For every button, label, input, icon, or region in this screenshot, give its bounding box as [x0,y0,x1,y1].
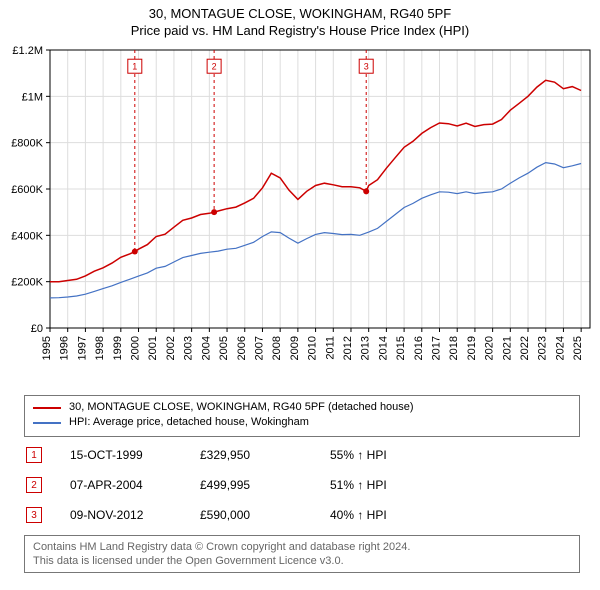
legend-label-2: HPI: Average price, detached house, Woki… [69,415,309,430]
svg-text:2002: 2002 [165,336,177,360]
svg-text:2011: 2011 [324,336,336,360]
svg-text:2009: 2009 [289,336,301,360]
legend-swatch-1 [33,407,61,409]
title-sub: Price paid vs. HM Land Registry's House … [0,23,600,38]
svg-text:2008: 2008 [271,336,283,360]
svg-text:2010: 2010 [307,336,319,360]
svg-text:2004: 2004 [200,336,212,360]
svg-text:3: 3 [364,62,369,72]
svg-text:2003: 2003 [183,336,195,360]
svg-text:£1M: £1M [22,91,43,103]
svg-text:2020: 2020 [484,336,496,360]
sale-price-3: £590,000 [200,508,330,522]
svg-text:2016: 2016 [413,336,425,360]
svg-text:2023: 2023 [537,336,549,360]
svg-text:£1.2M: £1.2M [12,45,43,57]
sale-row-2: 2 07-APR-2004 £499,995 51% ↑ HPI [24,470,580,500]
svg-text:2012: 2012 [342,336,354,360]
sale-marker-1: 1 [26,447,42,463]
legend-item-1: 30, MONTAGUE CLOSE, WOKINGHAM, RG40 5PF … [33,400,571,415]
legend-item-2: HPI: Average price, detached house, Woki… [33,415,571,430]
svg-text:£600K: £600K [11,184,43,196]
svg-text:2018: 2018 [448,336,460,360]
footer-line-2: This data is licensed under the Open Gov… [33,554,571,568]
svg-text:2024: 2024 [554,336,566,360]
sale-pct-1: 55% ↑ HPI [330,448,460,462]
svg-text:£200K: £200K [11,277,43,289]
title-main: 30, MONTAGUE CLOSE, WOKINGHAM, RG40 5PF [0,6,600,21]
sale-date-2: 07-APR-2004 [70,478,200,492]
sale-row-3: 3 09-NOV-2012 £590,000 40% ↑ HPI [24,500,580,530]
svg-text:£800K: £800K [11,138,43,150]
svg-text:2021: 2021 [501,336,513,360]
sales-table: 1 15-OCT-1999 £329,950 55% ↑ HPI 2 07-AP… [24,440,580,530]
svg-text:2013: 2013 [360,336,372,360]
legend-swatch-2 [33,422,61,424]
svg-text:1997: 1997 [76,336,88,360]
footer-line-1: Contains HM Land Registry data © Crown c… [33,540,571,554]
svg-text:2: 2 [212,62,217,72]
svg-text:1998: 1998 [94,336,106,360]
sale-price-1: £329,950 [200,448,330,462]
svg-text:1995: 1995 [41,336,53,360]
svg-text:2001: 2001 [147,336,159,360]
svg-text:2019: 2019 [466,336,478,360]
svg-text:1996: 1996 [59,336,71,360]
svg-text:2017: 2017 [431,336,443,360]
sale-pct-2: 51% ↑ HPI [330,478,460,492]
chart-area: £0 £200K £400K £600K £800K £1M £1.2M 1995 1996 19… [0,44,600,384]
svg-text:2022: 2022 [519,336,531,360]
sale-pct-3: 40% ↑ HPI [330,508,460,522]
svg-text:2007: 2007 [253,336,265,360]
sale-date-3: 09-NOV-2012 [70,508,200,522]
sale-row-1: 1 15-OCT-1999 £329,950 55% ↑ HPI [24,440,580,470]
svg-text:£0: £0 [31,323,43,335]
sale-marker-3: 3 [26,507,42,523]
svg-text:2006: 2006 [236,336,248,360]
svg-text:£400K: £400K [11,230,43,242]
svg-text:1: 1 [132,62,137,72]
svg-text:2014: 2014 [377,336,389,360]
sale-date-1: 15-OCT-1999 [70,448,200,462]
legend: 30, MONTAGUE CLOSE, WOKINGHAM, RG40 5PF … [24,395,580,437]
svg-text:2015: 2015 [395,336,407,360]
svg-text:2000: 2000 [130,336,142,360]
svg-text:2005: 2005 [218,336,230,360]
sale-price-2: £499,995 [200,478,330,492]
sale-marker-2: 2 [26,477,42,493]
svg-text:1999: 1999 [112,336,124,360]
legend-label-1: 30, MONTAGUE CLOSE, WOKINGHAM, RG40 5PF … [69,400,414,415]
svg-text:2025: 2025 [572,336,584,360]
footer-attribution: Contains HM Land Registry data © Crown c… [24,535,580,573]
